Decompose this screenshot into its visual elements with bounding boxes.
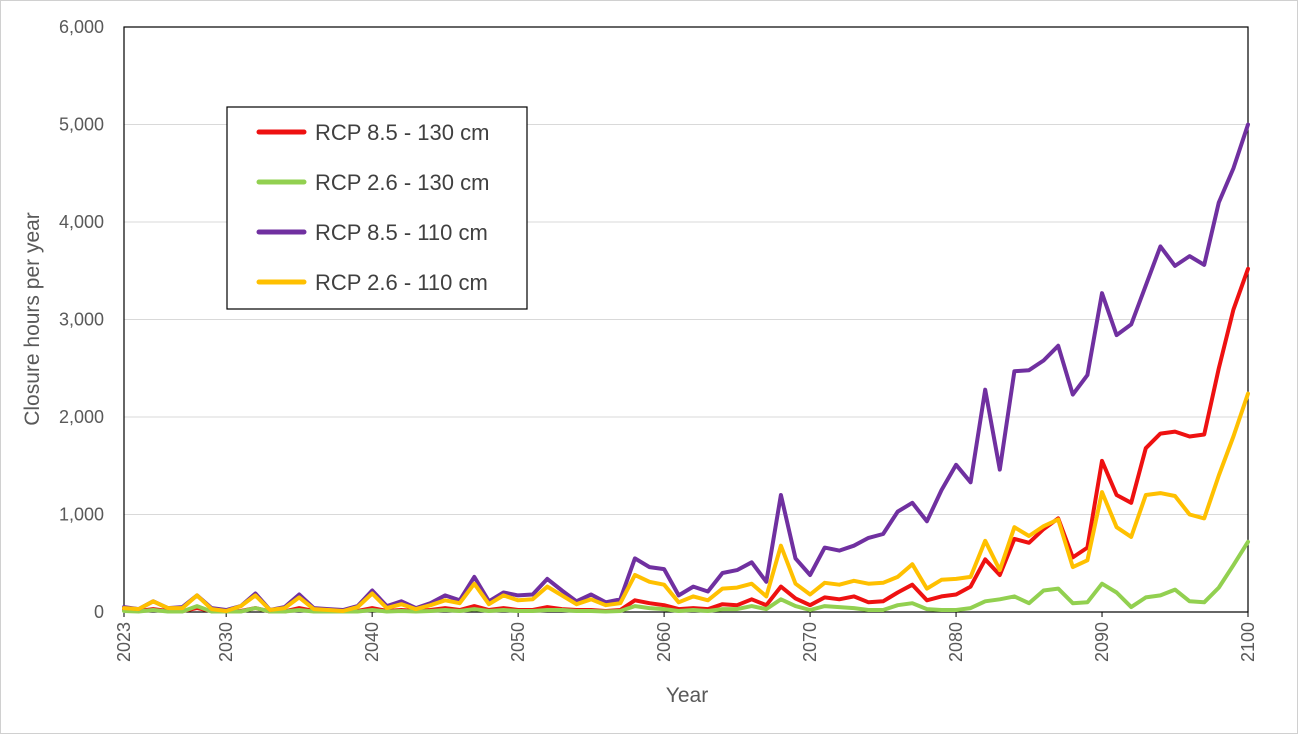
x-axis-title: Year [666, 684, 708, 707]
y-tick-label: 5,000 [59, 115, 104, 135]
x-tick-label: 2070 [800, 622, 820, 662]
x-tick-label: 2060 [654, 622, 674, 662]
y-tick-label: 4,000 [59, 212, 104, 232]
legend-label-4: RCP 2.6 - 110 cm [315, 270, 488, 295]
series-line-2 [122, 539, 1250, 614]
x-tick-label: 2050 [508, 622, 528, 662]
series-line-1 [122, 266, 1250, 614]
y-tick-label: 2,000 [59, 407, 104, 427]
y-axis-ticks: 0 1,000 2,000 3,000 4,000 5,000 6,000 [59, 17, 104, 622]
legend: RCP 8.5 - 130 cm RCP 2.6 - 130 cm RCP 8.5 … [226, 106, 528, 310]
series-line-4 [122, 391, 1250, 613]
y-tick-label: 0 [94, 602, 104, 622]
y-tick-label: 1,000 [59, 505, 104, 525]
legend-box [226, 106, 528, 310]
legend-label-1: RCP 8.5 - 130 cm [315, 120, 489, 145]
x-tick-label: 2023 [114, 622, 134, 662]
y-axis-title: Closure hours per year [21, 212, 44, 426]
y-tick-label: 6,000 [59, 17, 104, 37]
series-lines [122, 122, 1250, 614]
legend-label-3: RCP 8.5 - 110 cm [315, 220, 488, 245]
x-axis-ticks: 2023 2030 2040 2050 2060 2070 2080 2090 2100 [114, 612, 1258, 662]
x-tick-label: 2100 [1238, 622, 1258, 662]
y-tick-label: 3,000 [59, 310, 104, 330]
x-tick-label: 2080 [946, 622, 966, 662]
legend-label-2: RCP 2.6 - 130 cm [315, 170, 489, 195]
x-tick-label: 2040 [362, 622, 382, 662]
x-tick-label: 2030 [216, 622, 236, 662]
x-tick-label: 2090 [1092, 622, 1112, 662]
